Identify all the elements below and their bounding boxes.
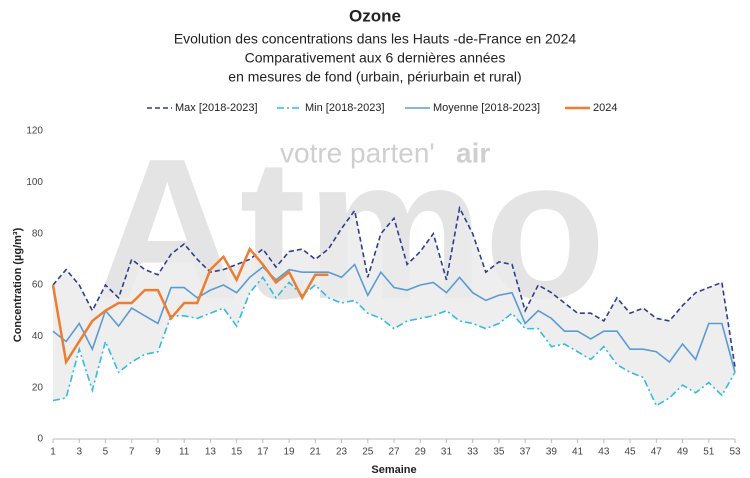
- x-axis-label: Semaine: [371, 464, 416, 476]
- x-tick-label: 25: [362, 447, 374, 458]
- legend-label: 2024: [593, 102, 617, 114]
- y-tick-label: 80: [32, 228, 44, 239]
- x-tick-label: 11: [179, 447, 190, 458]
- x-tick-label: 33: [467, 447, 479, 458]
- y-tick-label: 120: [26, 126, 43, 137]
- y-tick-label: 60: [32, 280, 44, 291]
- y-axis-label: Concentration (µg/m³): [12, 227, 24, 342]
- x-tick-label: 49: [677, 447, 689, 458]
- x-tick-label: 51: [703, 447, 715, 458]
- x-tick-label: 1: [50, 447, 56, 458]
- series-line: [52, 263, 736, 373]
- subtitle: en mesures de fond (urbain, périurbain e…: [228, 69, 521, 85]
- x-tick-label: 13: [205, 447, 217, 458]
- x-tick-label: 17: [257, 447, 269, 458]
- x-tick-label: 27: [388, 447, 400, 458]
- x-tick-label: 37: [520, 447, 532, 458]
- y-tick-label: 0: [37, 434, 43, 445]
- x-tick-label: 19: [284, 447, 296, 458]
- range-band: [53, 208, 735, 406]
- x-tick-label: 15: [231, 447, 243, 458]
- x-tick-label: 43: [598, 447, 610, 458]
- subtitle: Comparativement aux 6 dernières années: [245, 50, 506, 66]
- x-tick-label: 9: [155, 447, 161, 458]
- y-tick-label: 100: [26, 177, 43, 188]
- subtitle: Evolution des concentrations dans les Ha…: [174, 31, 577, 47]
- x-tick-label: 21: [310, 447, 322, 458]
- x-tick-label: 53: [729, 447, 741, 458]
- series-line: [52, 275, 736, 407]
- watermark-tagline-bold: air: [456, 137, 490, 168]
- x-tick-label: 41: [572, 447, 584, 458]
- x-tick-label: 31: [441, 447, 453, 458]
- series-line: [51, 246, 329, 366]
- x-tick-label: 39: [546, 447, 558, 458]
- x-tick-label: 5: [103, 447, 109, 458]
- x-tick-label: 45: [625, 447, 637, 458]
- y-tick-label: 20: [32, 382, 44, 393]
- legend-label: Min [2018-2023]: [305, 102, 385, 114]
- x-tick-label: 47: [651, 447, 663, 458]
- x-tick-label: 35: [493, 447, 505, 458]
- x-tick-label: 23: [336, 447, 348, 458]
- legend-label: Moyenne [2018-2023]: [433, 102, 540, 114]
- y-tick-label: 40: [32, 331, 44, 342]
- x-tick-label: 29: [415, 447, 427, 458]
- x-tick-label: 3: [76, 447, 82, 458]
- legend-label: Max [2018-2023]: [175, 102, 258, 114]
- series-line: [52, 205, 736, 368]
- watermark-tagline: votre parten': [280, 137, 435, 168]
- x-tick-label: 7: [129, 447, 135, 458]
- chart-title: Ozone: [349, 6, 401, 25]
